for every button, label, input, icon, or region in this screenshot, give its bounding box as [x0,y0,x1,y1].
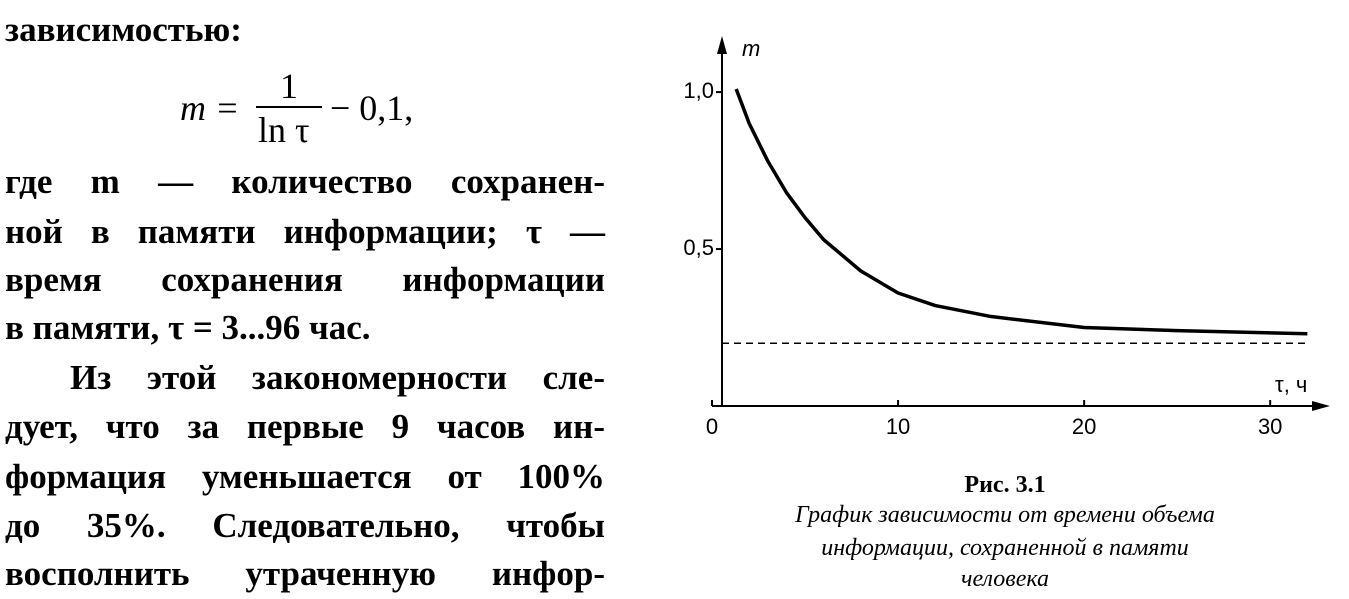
y-arrow [717,36,727,54]
y-axis-label: m [742,36,760,61]
text-line: до 35%. Следовательно, чтобы [5,506,605,545]
text-line: Из этой закономерности сле- [70,358,605,397]
caption-line: График зависимости от времени объема [795,502,1215,528]
fraction-bar [256,106,322,108]
text-line: в памяти, τ = 3...96 час. [5,308,371,347]
text-line: дует, что за первые 9 часов ин- [5,407,605,446]
text-line: зависимостью: [5,10,242,49]
x-axis-label: τ, ч [1275,372,1307,397]
x-tick-label: 30 [1258,414,1282,439]
x-arrow [1312,401,1330,411]
x-tick-label: 10 [886,414,910,439]
text-line: формация уменьшается от 100% [5,457,605,496]
text-line: где m — количество сохранен- [5,162,605,201]
y-tick-label: 0,5 [683,235,714,260]
formula-lhs: m = [180,88,240,128]
caption-line: человека [961,566,1049,592]
text-line: восполнить утраченную инфор- [5,554,605,593]
formula-numerator: 1 [280,66,298,106]
x-tick-label: 0 [706,414,718,439]
caption-line: информации, сохраненной в памяти [821,535,1189,561]
curve [734,88,1308,336]
text-line: ной в памяти информации; τ — [5,212,605,251]
caption-label: Рис. 3.1 [964,472,1046,498]
formula-rhs: − 0,1, [330,88,414,128]
y-tick-label: 1,0 [683,78,714,103]
x-tick-label: 20 [1072,414,1096,439]
formula-denominator: ln τ [258,110,310,150]
text-line: время сохранения информации [5,260,605,299]
